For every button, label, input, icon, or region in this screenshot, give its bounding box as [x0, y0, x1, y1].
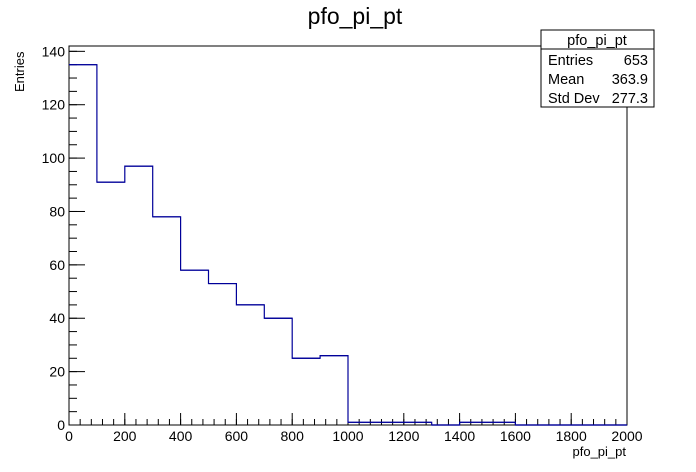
- x-axis: 0 200 400 600 800 1000 1200 1400 1600 1800 2000: [65, 413, 643, 444]
- stats-entries-value: 653: [624, 53, 648, 69]
- x-tick-label: 800: [281, 428, 305, 444]
- x-tick-label: 1800: [556, 428, 587, 444]
- stats-box: pfo_pi_pt Entries 653 Mean 363.9 Std Dev…: [540, 29, 655, 108]
- stats-box-frame: [540, 29, 655, 108]
- x-tick-label: 600: [225, 428, 249, 444]
- stats-mean-label: Mean: [548, 72, 584, 88]
- x-tick-label: 1400: [444, 428, 475, 444]
- x-tick-label: 1000: [332, 428, 363, 444]
- y-tick-label: 80: [49, 203, 65, 219]
- x-tick-label: 400: [169, 428, 193, 444]
- y-tick-label: 0: [57, 417, 65, 433]
- histogram-outline: [69, 64, 627, 426]
- x-tick-label: 1600: [500, 428, 531, 444]
- y-tick-label: 60: [49, 257, 65, 273]
- x-tick-label: 200: [113, 428, 137, 444]
- y-axis: 0 20 40 60 80 100 120 140: [42, 43, 85, 433]
- stats-entries-label: Entries: [548, 53, 593, 69]
- stats-stddev-label: Std Dev: [548, 91, 600, 107]
- stats-box-title: pfo_pi_pt: [567, 33, 627, 49]
- y-tick-label: 20: [49, 364, 65, 380]
- y-tick-label: 40: [49, 310, 65, 326]
- chart-title: pfo_pi_pt: [308, 3, 403, 29]
- stats-mean-value: 363.9: [612, 72, 648, 88]
- histogram-bins: [69, 64, 627, 426]
- x-tick-label: 1200: [388, 428, 419, 444]
- y-tick-label: 140: [42, 43, 66, 59]
- x-tick-label: 2000: [611, 428, 642, 444]
- y-tick-label: 120: [42, 97, 66, 113]
- x-tick-label: 0: [65, 428, 73, 444]
- y-axis-title: Entries: [12, 51, 27, 92]
- stats-stddev-value: 277.3: [612, 91, 648, 107]
- y-tick-label: 100: [42, 150, 66, 166]
- x-axis-title: pfo_pi_pt: [573, 444, 627, 459]
